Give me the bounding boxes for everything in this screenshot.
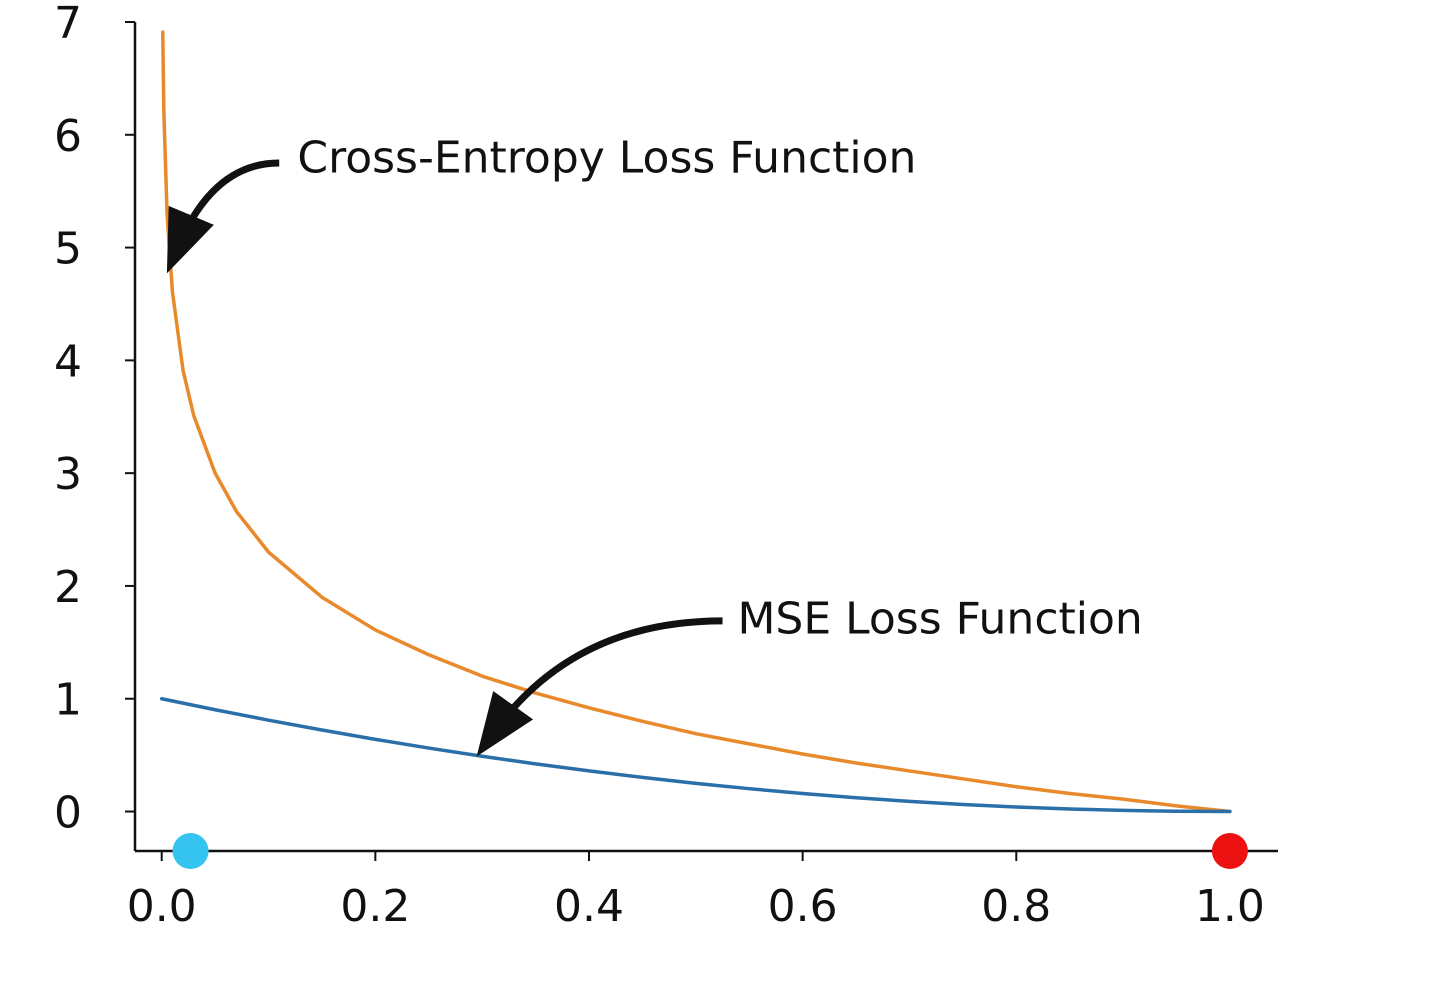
- y-tick-label: 0: [54, 788, 82, 839]
- annotation-layer: Cross-Entropy Loss Function MSE Loss Func…: [166, 132, 1143, 757]
- x-tick-label: 0.8: [981, 881, 1051, 932]
- x-tick-label: 0.2: [340, 881, 410, 932]
- cross-entropy-curve: [161, 30, 1232, 814]
- cross-entropy-annotation: Cross-Entropy Loss Function: [166, 132, 916, 274]
- y-tick-label: 4: [54, 336, 82, 387]
- y-tick-label: 7: [54, 0, 82, 49]
- annotation-arrow: [476, 617, 723, 757]
- x-tick-label: 0.6: [768, 881, 838, 932]
- y-tick-label: 3: [54, 449, 82, 500]
- y-tick-label: 5: [54, 224, 82, 275]
- y-axis-ticks: 0 1 2 3 4 5 6 7: [54, 0, 135, 839]
- x-tick-label: 0.4: [554, 881, 624, 932]
- y-tick-label: 6: [54, 111, 82, 162]
- annotation-label: Cross-Entropy Loss Function: [297, 132, 916, 183]
- x-axis-ticks: 0.0 0.2 0.4 0.6 0.8 1.0: [127, 851, 1265, 932]
- series-layer: [159, 30, 1232, 814]
- mse-annotation: MSE Loss Function: [476, 594, 1143, 757]
- red-point: [1211, 833, 1248, 869]
- annotation-arrow: [166, 159, 280, 274]
- y-tick-label: 2: [54, 562, 82, 613]
- blue-point: [172, 833, 209, 869]
- x-tick-label: 1.0: [1195, 881, 1265, 932]
- x-tick-label: 0.0: [127, 881, 197, 932]
- axes: [133, 22, 1278, 853]
- annotation-label: MSE Loss Function: [737, 594, 1142, 645]
- mse-curve: [159, 696, 1232, 814]
- point-layer: [172, 833, 1248, 869]
- y-tick-label: 1: [54, 675, 82, 726]
